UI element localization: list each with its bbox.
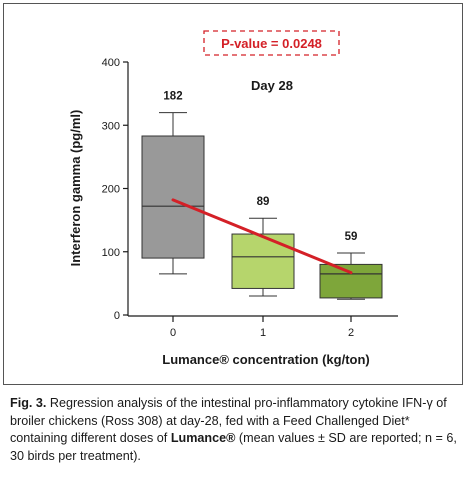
y-tick-label: 400 (102, 57, 120, 69)
box-iqr (319, 263, 383, 299)
x-tick-label: 2 (348, 327, 354, 339)
y-axis-title: Interferon gamma (pg/ml) (68, 110, 83, 267)
box-iqr (141, 135, 205, 259)
mean-value-label: 89 (257, 196, 270, 208)
p-value-annotation: P-value = 0.0248 (221, 36, 322, 51)
y-tick-label: 300 (102, 120, 120, 132)
caption-text-2: (mean values ± SD are reported; n = 6, 3… (10, 431, 457, 463)
x-tick-label: 0 (170, 327, 176, 339)
y-tick-label: 100 (102, 247, 120, 259)
y-tick-label: 0 (114, 310, 120, 322)
chart-title: Day 28 (251, 78, 293, 93)
box-iqr (231, 233, 295, 289)
caption-text-1: Regression analysis of the intestinal pr… (10, 396, 447, 445)
p-value-box (203, 30, 340, 56)
mean-value-label: 59 (345, 231, 358, 243)
box-plot-chart: 0 100 200 300 400 0 1 2 Lumance® concentration (… (68, 30, 398, 367)
figure-caption: Fig. 3. Regression analysis of the intes… (10, 395, 462, 465)
x-axis-title: Lumance® concentration (kg/ton) (162, 352, 369, 367)
x-tick-label: 1 (260, 327, 266, 339)
caption-product: Lumance® (170, 431, 236, 445)
caption-label: Fig. 3. (10, 396, 47, 410)
figure-frame (3, 3, 463, 385)
mean-value-label: 182 (163, 91, 182, 103)
regression-line (171, 198, 353, 275)
y-tick-label: 200 (102, 184, 120, 196)
